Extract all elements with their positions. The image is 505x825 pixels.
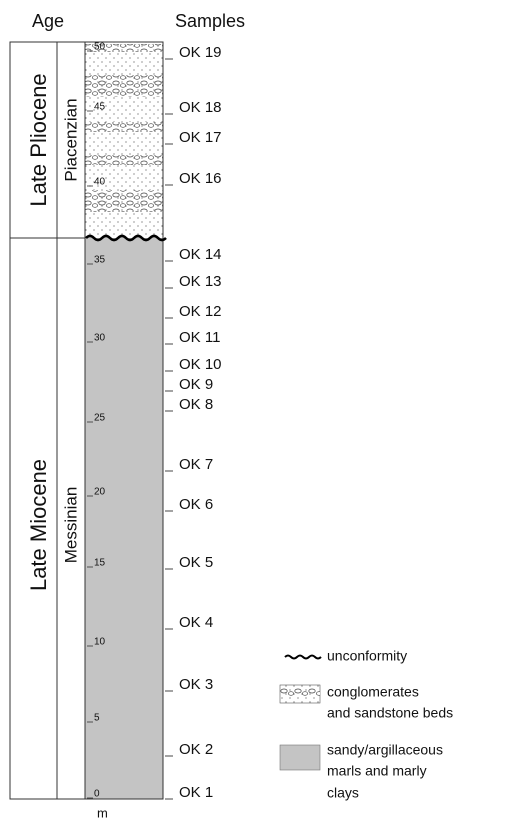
- depth-label: 15: [94, 558, 106, 569]
- legend-label: and sandstone beds: [327, 705, 453, 721]
- legend-label: sandy/argillaceous: [327, 742, 443, 758]
- depth-label: 25: [94, 413, 106, 424]
- sample-label: OK 5: [179, 554, 213, 571]
- depth-label: 30: [94, 333, 106, 344]
- sample-label: OK 8: [179, 396, 213, 413]
- sample-label: OK 13: [179, 273, 222, 290]
- sample-label: OK 12: [179, 303, 222, 320]
- depth-label: 5: [94, 713, 100, 724]
- sample-label: OK 14: [179, 246, 222, 263]
- sample-label: OK 3: [179, 676, 213, 693]
- age-header: Age: [32, 11, 64, 31]
- depth-label: 0: [94, 789, 100, 800]
- sample-label: OK 4: [179, 614, 213, 631]
- depth-label: 35: [94, 255, 106, 266]
- legend-label: conglomerates: [327, 684, 419, 700]
- sample-label: OK 19: [179, 44, 222, 61]
- sample-label: OK 7: [179, 456, 213, 473]
- stratigraphic-column: Age Samples Late Pliocene Piacenzian Lat…: [0, 0, 505, 825]
- sample-label: OK 16: [179, 170, 222, 187]
- unit-label: m: [97, 805, 108, 820]
- sample-label: OK 2: [179, 741, 213, 758]
- stage-label: Piacenzian: [61, 98, 80, 181]
- depth-label: 20: [94, 487, 106, 498]
- legend-label: unconformity: [327, 648, 407, 664]
- epoch-label: Late Pliocene: [26, 73, 51, 206]
- sample-label: OK 10: [179, 356, 222, 373]
- sample-label: OK 1: [179, 784, 213, 801]
- stage-label: Messinian: [61, 487, 80, 564]
- sample-label: OK 18: [179, 99, 222, 116]
- sample-label: OK 11: [179, 329, 220, 346]
- legend-label: clays: [327, 785, 359, 801]
- epoch-label: Late Miocene: [26, 459, 51, 591]
- sample-label: OK 6: [179, 496, 213, 513]
- legend-label: marls and marly: [327, 763, 427, 779]
- sample-label: OK 9: [179, 376, 213, 393]
- samples-header: Samples: [175, 11, 245, 31]
- legend: [280, 656, 321, 771]
- depth-label: 50: [94, 42, 106, 53]
- depth-label: 45: [94, 102, 106, 113]
- depth-label: 40: [94, 177, 106, 188]
- depth-label: 10: [94, 637, 106, 648]
- sample-label: OK 17: [179, 129, 222, 146]
